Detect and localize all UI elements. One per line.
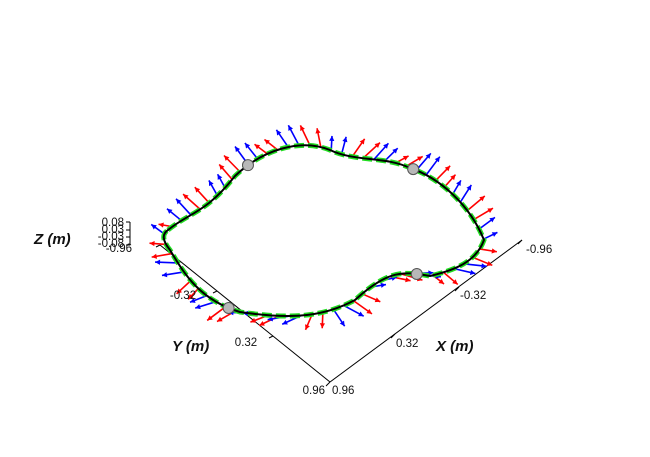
normal-arrow — [483, 231, 498, 240]
normal-arrow — [478, 216, 496, 230]
z-tick-label: 0.08 — [102, 217, 124, 229]
tangent-arrow — [218, 163, 233, 181]
normal-arrow — [161, 271, 185, 278]
y-tick-label: -0.96 — [106, 243, 132, 255]
normal-arrow — [208, 180, 219, 197]
tangent-arrow — [466, 195, 486, 212]
tangent-arrow — [361, 293, 381, 303]
tangent-arrow — [434, 165, 451, 182]
z-tick-label: -0.08 — [98, 238, 124, 250]
tangent-arrow — [254, 143, 268, 155]
y-axis-label: Y (m) — [172, 338, 209, 355]
normal-arrow — [425, 156, 441, 176]
normal-arrow — [244, 142, 259, 160]
axis-tick-marks — [126, 221, 523, 387]
tangent-arrow — [182, 193, 201, 210]
normal-arrow — [189, 294, 208, 303]
tangent-arrow — [362, 142, 381, 159]
x-tick-label: 0.96 — [332, 385, 354, 397]
normal-arrow — [459, 184, 473, 203]
tangent-arrow — [315, 128, 322, 148]
x-axis-label: X (m) — [435, 338, 474, 355]
tangent-arrow — [443, 271, 459, 286]
normal-arrow — [166, 208, 182, 222]
tangent-arrow — [151, 252, 173, 259]
normal-arrow — [451, 179, 462, 195]
tangent-arrow — [206, 306, 227, 322]
tangent-arrow — [351, 138, 366, 158]
tangent-arrow — [472, 256, 493, 267]
normal-arrow — [287, 124, 300, 146]
tangent-arrow — [473, 207, 494, 221]
tangent-arrow — [299, 125, 311, 146]
waypoints — [222, 159, 423, 314]
normal-arrow — [453, 267, 476, 275]
axes — [126, 221, 523, 387]
z-axis-label: Z (m) — [33, 231, 71, 248]
waypoint-marker — [241, 159, 254, 172]
y-tick-label: 0.32 — [235, 337, 257, 349]
normal-arrow — [332, 308, 346, 327]
normal-arrow — [275, 129, 289, 148]
z-tick-label: -0.03 — [98, 231, 124, 243]
tangent-arrows — [149, 125, 498, 331]
waypoint-marker — [410, 267, 423, 280]
tangent-arrow — [479, 248, 498, 254]
reference-trajectory — [161, 142, 487, 319]
normal-arrow — [343, 304, 365, 317]
normal-arrow — [373, 142, 390, 160]
normal-arrow — [384, 147, 399, 162]
x-tick-label: 0.32 — [396, 338, 418, 350]
trajectory-path — [162, 144, 486, 317]
tangent-arrow — [319, 312, 326, 329]
normal-arrow — [340, 136, 348, 155]
y-tick-label: -0.32 — [170, 290, 196, 302]
tangent-arrow — [353, 300, 373, 315]
normal-arrow — [194, 300, 217, 310]
tangent-arrow — [194, 186, 210, 204]
waypoint-marker — [222, 301, 235, 314]
x-tick-label: -0.96 — [526, 244, 552, 256]
tangent-arrow — [149, 240, 167, 247]
tangent-arrow — [405, 155, 424, 167]
normal-arrow — [175, 198, 192, 216]
y-tick-label: 0.96 — [303, 385, 325, 397]
normal-arrow — [150, 223, 165, 235]
normal-arrow — [155, 259, 178, 265]
x-axis-line — [329, 239, 523, 383]
tangent-arrow — [176, 280, 192, 295]
tick-labels: 0.96 0.32 -0.32 -0.96 0.96 0.32 -0.32 -0… — [98, 217, 552, 397]
waypoint-marker — [407, 163, 420, 176]
tangent-arrow — [443, 174, 457, 188]
x-tick-label: -0.32 — [460, 290, 486, 302]
z-tick-label: 0.03 — [102, 224, 124, 236]
tangent-arrow — [223, 154, 241, 173]
